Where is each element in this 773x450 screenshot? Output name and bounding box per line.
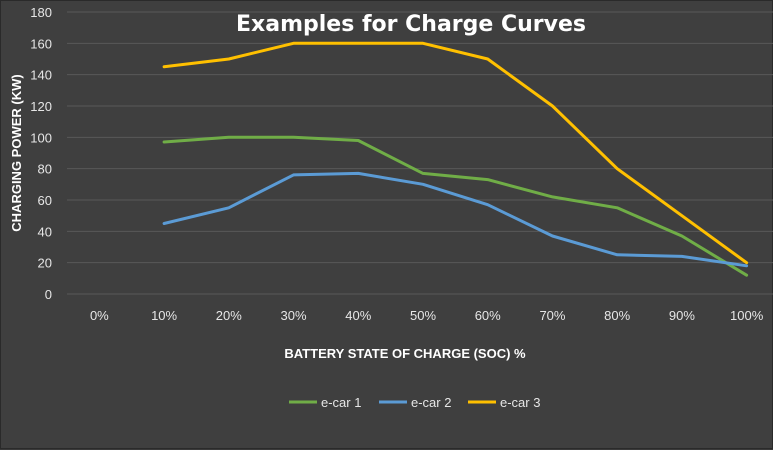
x-tick-label: 100% [730, 308, 764, 323]
x-axis-label: BATTERY STATE OF CHARGE (SOC) % [284, 346, 526, 361]
x-tick-label: 90% [669, 308, 695, 323]
y-tick-label: 120 [30, 99, 52, 114]
x-tick-label: 10% [151, 308, 177, 323]
y-tick-label: 20 [38, 256, 52, 271]
y-tick-label: 80 [38, 162, 52, 177]
x-tick-label: 50% [410, 308, 436, 323]
y-tick-label: 180 [30, 5, 52, 20]
legend-label-1: e-car 1 [321, 395, 361, 410]
y-tick-label: 160 [30, 36, 52, 51]
legend-label-2: e-car 2 [411, 395, 451, 410]
x-tick-label: 40% [345, 308, 371, 323]
x-tick-label: 60% [475, 308, 501, 323]
y-tick-label: 60 [38, 193, 52, 208]
x-axis-ticks: 0% 10% 20% 30% 40% 50% 60% 70% 80% 90% 100% [90, 308, 764, 323]
y-tick-label: 100 [30, 130, 52, 145]
legend-label-3: e-car 3 [500, 395, 540, 410]
y-tick-label: 0 [45, 287, 52, 302]
series-line-1 [162, 135, 749, 277]
gridlines [67, 11, 773, 295]
y-tick-label: 40 [38, 224, 52, 239]
chart-title: Examples for Charge Curves [236, 12, 586, 37]
y-axis-ticks: 0 20 40 60 80 100 120 140 160 180 [30, 5, 52, 302]
series-lines [162, 41, 749, 277]
series-line-3 [162, 41, 749, 265]
y-tick-label: 140 [30, 68, 52, 83]
x-tick-label: 20% [216, 308, 242, 323]
series-line-2 [162, 171, 749, 268]
x-tick-label: 30% [281, 308, 307, 323]
x-tick-label: 0% [90, 308, 109, 323]
legend: e-car 1 e-car 2 e-car 3 [289, 395, 540, 410]
y-axis-label: CHARGING POWER (KW) [9, 74, 24, 231]
x-tick-label: 70% [539, 308, 565, 323]
x-tick-label: 80% [604, 308, 630, 323]
